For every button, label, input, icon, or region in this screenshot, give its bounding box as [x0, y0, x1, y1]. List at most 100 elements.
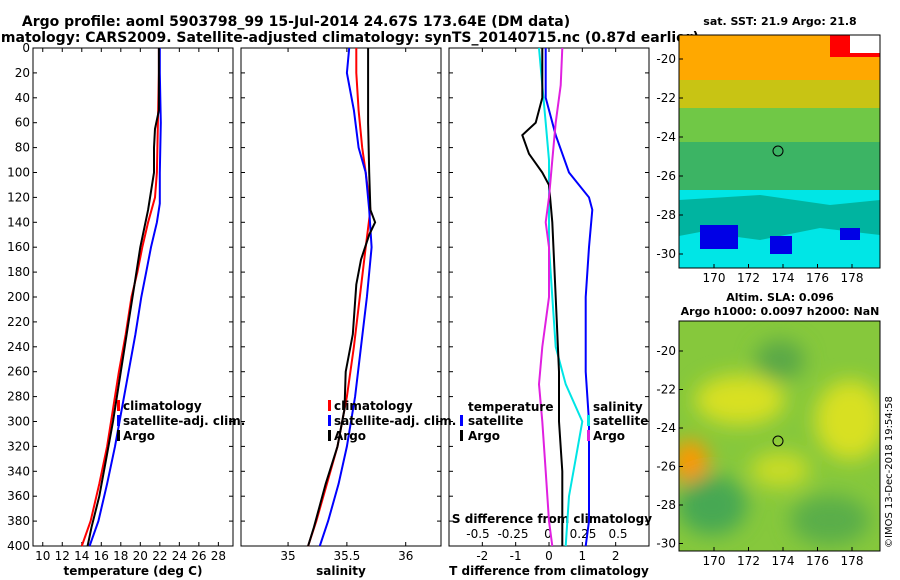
map-x-tick-label: 170	[703, 554, 726, 568]
sla-map-yaxis: -20 -22 -24 -26 -28 -30	[656, 344, 683, 551]
series-line-s-argo	[537, 47, 564, 547]
y-tick-label: 120	[7, 190, 30, 204]
y-tick-label: 100	[7, 166, 30, 180]
series-line-argo	[307, 48, 377, 547]
legend-label-s-argo: Argo	[593, 429, 625, 443]
sla-anomaly-low	[679, 475, 747, 535]
map-x-tick-label: 174	[772, 271, 795, 285]
map-y-tick-label: -26	[656, 169, 676, 183]
x-tick-label: 24	[172, 549, 187, 563]
map-x-tick-label: 172	[737, 554, 760, 568]
series-line-argo	[86, 48, 160, 547]
legend-swatch-argo	[328, 430, 331, 441]
x-tick-label: 35.5	[334, 549, 361, 563]
x-axis-label: temperature (deg C)	[64, 564, 203, 578]
map-y-tick-label: -22	[656, 91, 676, 105]
map-x-tick-label: 176	[806, 554, 829, 568]
y-tick-label: 280	[7, 390, 30, 404]
legend-label-satellite: satellite-adj. clim.	[123, 414, 245, 428]
plot-frame	[240, 47, 442, 547]
x2-axis-label: S difference from climatology	[452, 512, 652, 526]
legend-title-salinity: salinity	[593, 400, 643, 414]
y-tick-label: 0	[22, 41, 30, 55]
salinity-panel: 35 35.5 36 salinity	[240, 47, 442, 578]
map-x-tick-label: 174	[772, 554, 795, 568]
sla-anomaly-high	[815, 380, 880, 460]
sla-anomaly-low	[755, 340, 805, 380]
temperature-panel: 0 20 40 60 80 100 120 140 160 180 200 220 240 260 280 3…	[7, 41, 234, 578]
y-tick-label: 180	[7, 265, 30, 279]
y-tick-label: 400	[7, 539, 30, 553]
y-tick-label: 80	[15, 141, 30, 155]
imos-credit: ©IMOS 13-Dec-2018 19:54:58	[884, 396, 895, 548]
sst-map-title: sat. SST: 21.9 Argo: 21.8	[703, 15, 856, 28]
sst-cold-patch	[840, 228, 860, 240]
sla-field	[679, 340, 880, 545]
map-y-tick-label: -30	[656, 247, 676, 261]
x-tick-label: 12	[55, 549, 70, 563]
sst-cold-patch	[770, 236, 792, 254]
x-tick-label: -2	[476, 549, 488, 563]
y-tick-label: 160	[7, 240, 30, 254]
x-tick-label: 36	[398, 549, 413, 563]
sst-map-yaxis: -20 -22 -24 -26 -28 -30	[656, 52, 683, 261]
x-tick-label: 22	[152, 549, 167, 563]
legend-swatch-argo	[117, 430, 120, 441]
map-x-tick-label: 178	[841, 554, 864, 568]
map-y-tick-label: -20	[656, 52, 676, 66]
x-tick-label: 26	[191, 549, 206, 563]
sla-map-frame	[678, 320, 881, 552]
x-axis-label: salinity	[316, 564, 366, 578]
legend-swatch-s-satellite	[587, 415, 590, 426]
y-tick-label: 200	[7, 290, 30, 304]
sst-map-xaxis: 170 172 174 176 178	[703, 264, 864, 285]
sst-band-mid	[679, 142, 880, 197]
map-y-tick-label: -26	[656, 460, 676, 474]
x2-tick-label: -0.25	[497, 527, 528, 541]
sla-anomaly-high	[750, 452, 810, 488]
y-tick-label: 140	[7, 215, 30, 229]
legend-swatch-t-argo	[460, 430, 463, 441]
series-line-t-climatology	[544, 48, 594, 547]
map-x-tick-label: 172	[737, 271, 760, 285]
x-tick-label: 28	[211, 549, 226, 563]
map-y-tick-label: -22	[656, 383, 676, 397]
sla-profile-marker	[772, 435, 784, 447]
x-tick-label: 16	[94, 549, 109, 563]
series-line-satellite-adj-clim-	[88, 48, 162, 547]
legend-swatch-climatology	[328, 400, 331, 411]
x-tick-label: -1	[510, 549, 522, 563]
x-tick-label: 35	[280, 549, 295, 563]
x-tick-label: 18	[113, 549, 128, 563]
figure-title-line1: Argo profile: aoml 5903798_99 15-Jul-201…	[22, 14, 570, 30]
legend-label-argo: Argo	[334, 429, 366, 443]
legend-label-t-argo: Argo	[468, 429, 500, 443]
sla-map-xaxis: 170 172 174 176 178	[703, 547, 864, 568]
sla-anomaly-peak	[679, 440, 708, 484]
map-x-tick-label: 178	[841, 271, 864, 285]
series-line-t-argo	[521, 48, 564, 546]
difference-legend: temperature satellite Argo salinity sate…	[460, 400, 648, 443]
map-y-tick-label: -24	[656, 130, 676, 144]
sla-anomaly-high	[695, 375, 785, 425]
y-tick-label: 320	[7, 439, 30, 453]
salinity-legend: climatology satellite-adj. clim. Argo	[328, 399, 456, 443]
legend-label-climatology: climatology	[123, 399, 202, 413]
sst-band-green	[679, 108, 880, 144]
map-y-tick-label: -20	[656, 344, 676, 358]
legend-label-s-satellite: satellite	[593, 414, 648, 428]
x-tick-label: 2	[612, 549, 620, 563]
x-tick-label: 10	[35, 549, 50, 563]
legend-title-temperature: temperature	[468, 400, 553, 414]
sla-map-title: Altim. SLA: 0.096	[726, 291, 834, 304]
x2-tick-label: 0.5	[608, 527, 627, 541]
sst-map	[679, 35, 880, 268]
y-tick-label: 220	[7, 315, 30, 329]
x-tick-label: 14	[74, 549, 89, 563]
temperature-legend: climatology satellite-adj. clim. Argo	[117, 399, 245, 443]
x-tick-label: 0	[545, 549, 553, 563]
map-x-tick-label: 170	[703, 271, 726, 285]
y-tick-label: 260	[7, 365, 30, 379]
map-x-tick-label: 176	[806, 271, 829, 285]
